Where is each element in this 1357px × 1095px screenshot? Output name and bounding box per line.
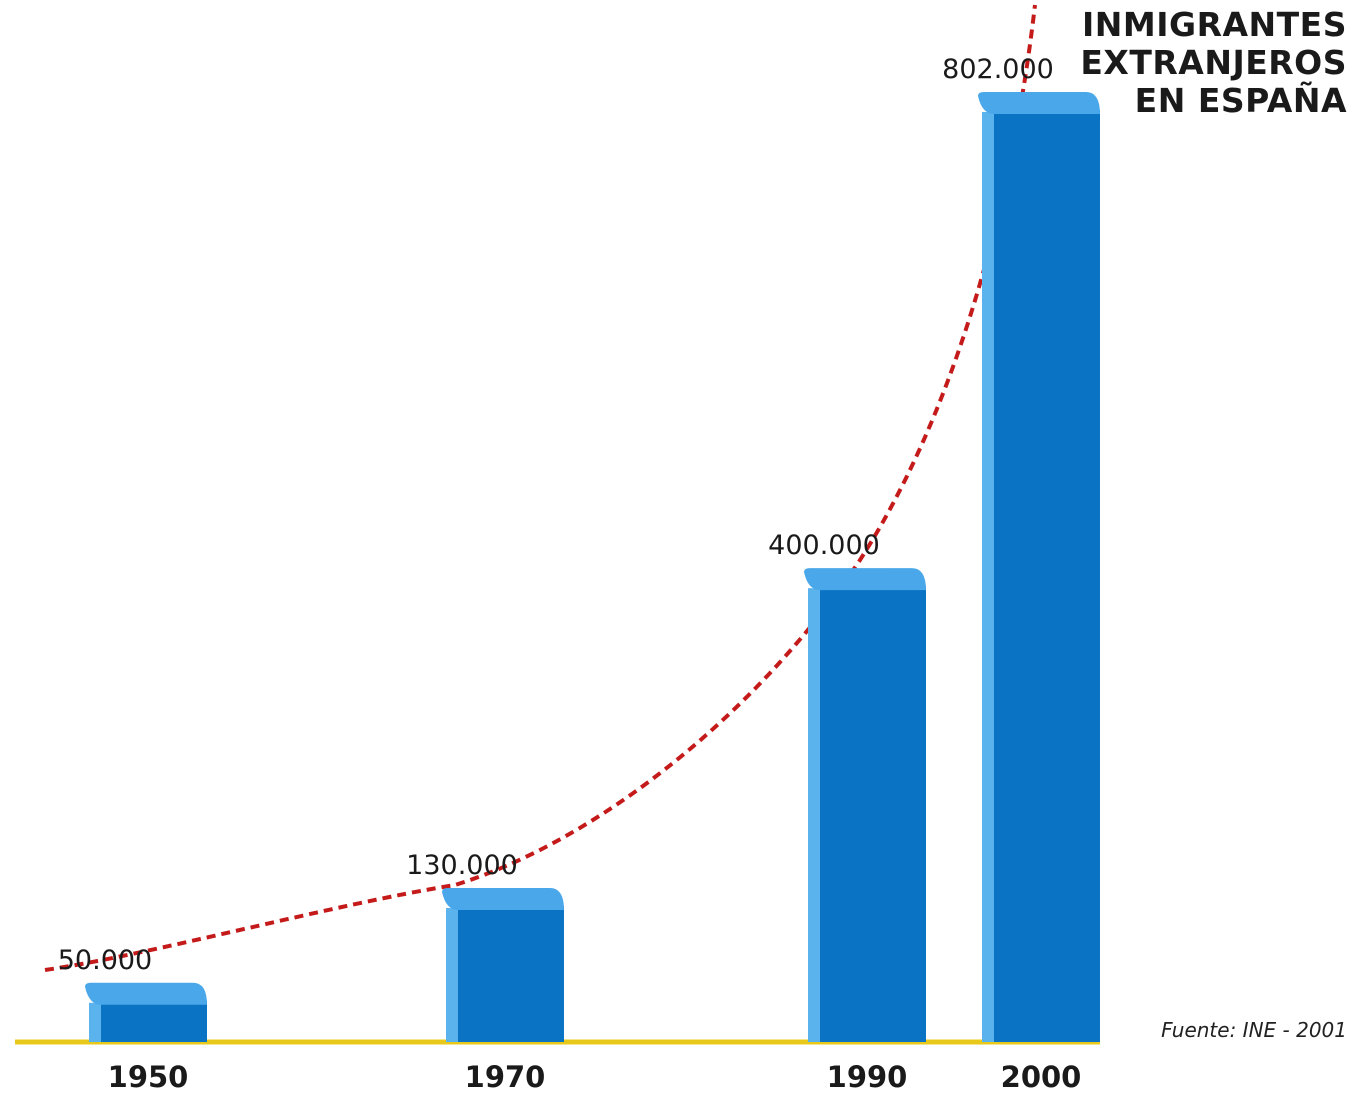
bar-body bbox=[994, 110, 1100, 1042]
chart-title-line-2: EXTRANJEROS bbox=[1080, 43, 1347, 82]
chart-title: INMIGRANTES EXTRANJEROS EN ESPAÑA bbox=[1080, 6, 1347, 120]
bar-body bbox=[458, 906, 564, 1042]
bar-top-cap bbox=[85, 982, 207, 1005]
bars-layer bbox=[15, 92, 1100, 1045]
category-label-1970: 1970 bbox=[465, 1060, 546, 1094]
value-label-1990: 400.000 bbox=[768, 530, 880, 561]
value-label-2000: 802.000 bbox=[942, 54, 1054, 85]
category-label-2000: 2000 bbox=[1001, 1060, 1082, 1094]
trend-layer bbox=[44, 4, 1037, 972]
bar-top-cap bbox=[978, 92, 1100, 114]
trend-line bbox=[44, 4, 1037, 972]
value-label-1970: 130.000 bbox=[406, 850, 518, 881]
bar-1990 bbox=[804, 568, 926, 1042]
bar-1950 bbox=[85, 982, 207, 1042]
category-label-1950: 1950 bbox=[108, 1060, 189, 1094]
bar-body bbox=[820, 586, 926, 1042]
bar-body bbox=[101, 1000, 207, 1042]
chart-title-line-1: INMIGRANTES bbox=[1082, 5, 1347, 44]
value-label-1950: 50.000 bbox=[58, 945, 152, 976]
category-label-1990: 1990 bbox=[827, 1060, 908, 1094]
source-note: Fuente: INE - 2001 bbox=[1161, 1018, 1347, 1042]
bar-1970 bbox=[442, 888, 564, 1042]
chart-title-line-3: EN ESPAÑA bbox=[1134, 81, 1347, 120]
bar-top-cap bbox=[804, 568, 926, 591]
bar-top-cap bbox=[442, 888, 564, 911]
bar-2000 bbox=[978, 92, 1100, 1042]
labels-layer: 50.000 1950 130.000 1970 400.000 1990 802.000 2… bbox=[58, 54, 1082, 1094]
